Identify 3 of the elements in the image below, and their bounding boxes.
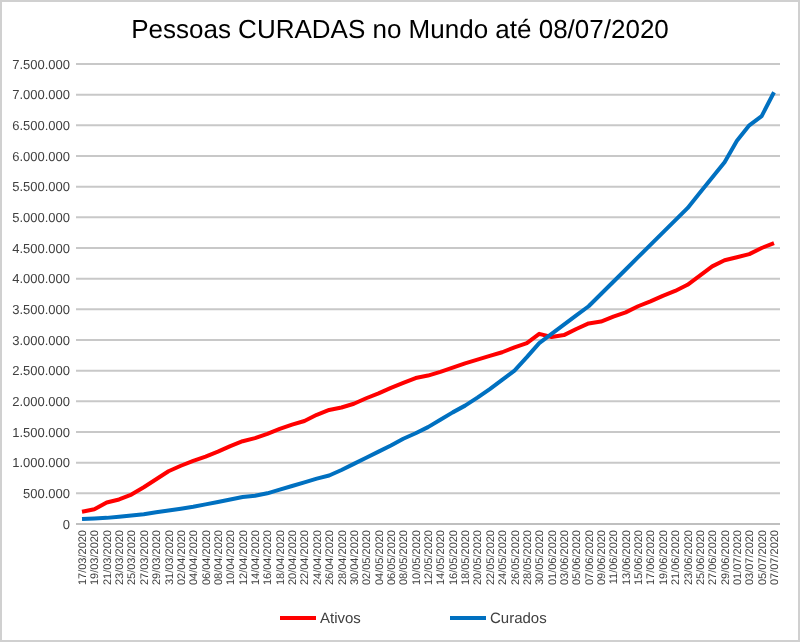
line-series bbox=[80, 241, 776, 514]
chart-title: Pessoas CURADAS no Mundo até 08/07/2020 bbox=[131, 14, 669, 44]
line-series bbox=[80, 90, 776, 522]
